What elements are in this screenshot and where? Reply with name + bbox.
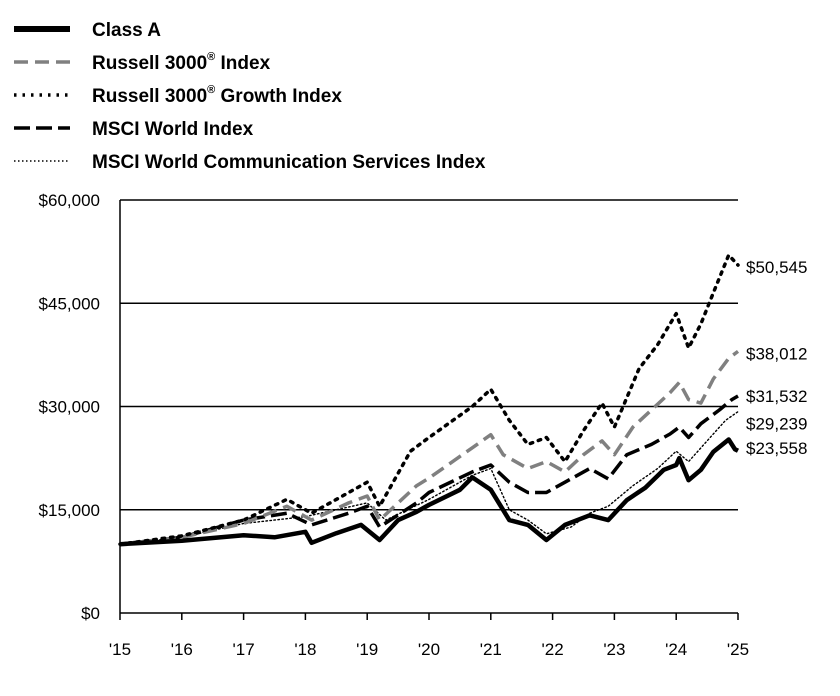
x-tick-label: '21 xyxy=(480,640,502,659)
y-tick-label: $15,000 xyxy=(39,501,100,520)
x-tick-label: '24 xyxy=(665,640,687,659)
x-tick-label: '23 xyxy=(603,640,625,659)
series-line xyxy=(118,253,740,546)
legend-label: MSCI World Index xyxy=(92,119,254,140)
x-tick-label: '25 xyxy=(727,640,749,659)
x-tick-label: '18 xyxy=(294,640,316,659)
y-tick-label: $0 xyxy=(81,604,100,623)
end-value-label: $31,532 xyxy=(746,387,807,406)
end-value-label: $50,545 xyxy=(746,258,807,277)
y-tick-label: $45,000 xyxy=(39,294,100,313)
series-line xyxy=(119,394,739,546)
x-tick-label: '17 xyxy=(233,640,255,659)
x-tick-label: '16 xyxy=(171,640,193,659)
y-tick-label: $60,000 xyxy=(39,191,100,210)
x-tick-label: '15 xyxy=(109,640,131,659)
legend-label: Russell 3000® Index xyxy=(92,51,271,74)
series-line xyxy=(119,411,739,545)
x-tick-label: '20 xyxy=(418,640,440,659)
legend-label: Class A xyxy=(92,20,161,41)
series-line xyxy=(119,349,740,546)
end-value-label: $29,239 xyxy=(746,415,807,434)
series-line xyxy=(119,437,740,547)
end-value-label: $23,558 xyxy=(746,439,807,458)
x-tick-label: '19 xyxy=(356,640,378,659)
legend-label: Russell 3000® Growth Index xyxy=(92,84,342,107)
end-value-label: $38,012 xyxy=(746,344,807,363)
x-tick-label: '22 xyxy=(542,640,564,659)
legend-label: MSCI World Communication Services Index xyxy=(92,152,486,173)
y-tick-label: $30,000 xyxy=(39,398,100,417)
